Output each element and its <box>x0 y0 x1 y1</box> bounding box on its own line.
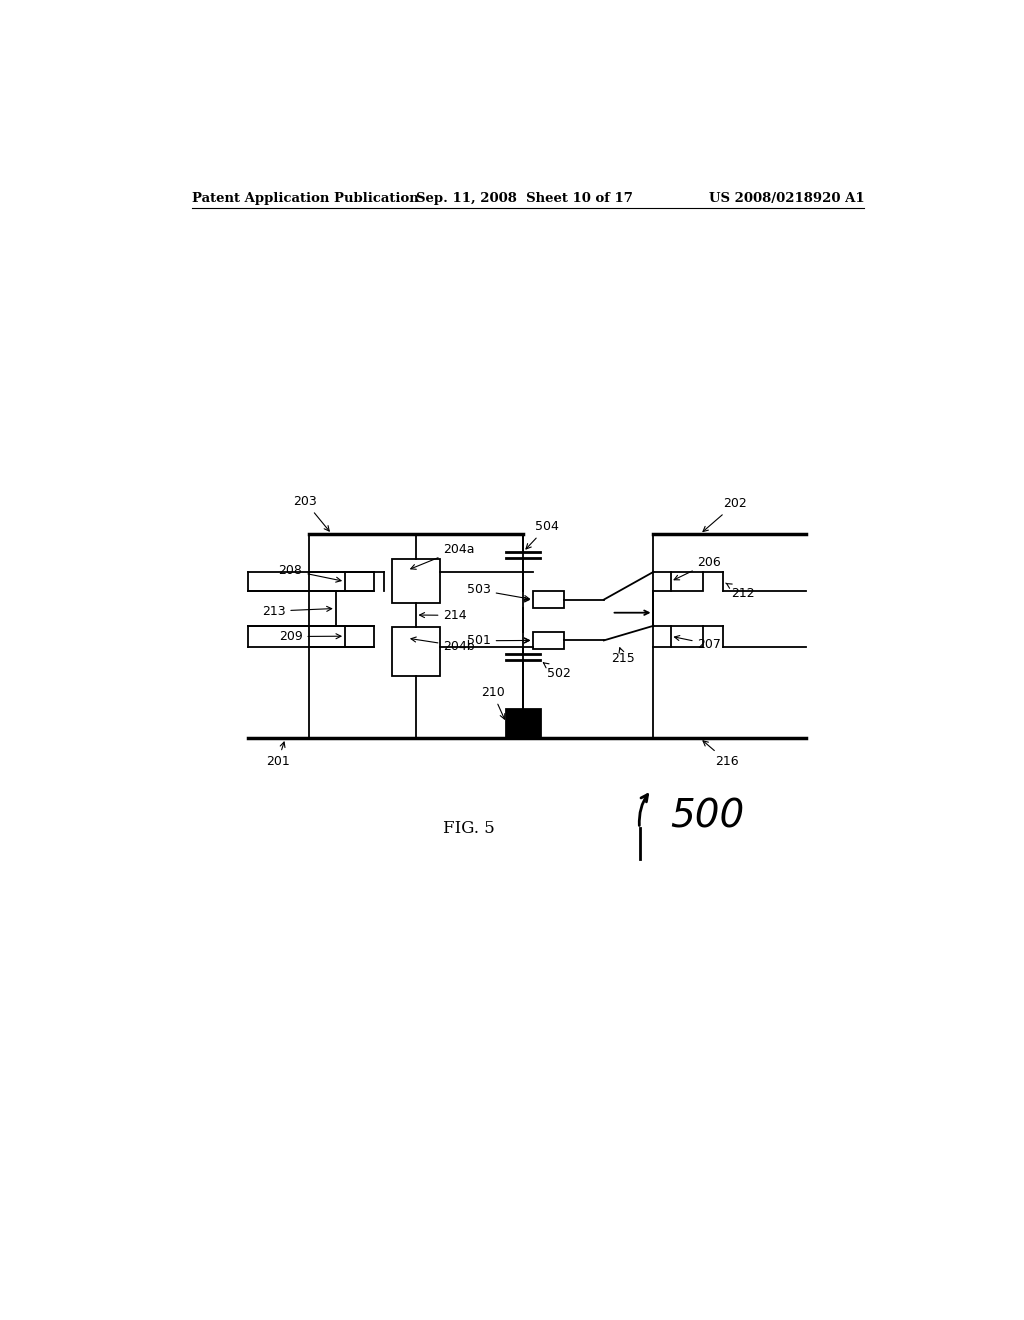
Text: 212: 212 <box>726 583 755 599</box>
Text: US 2008/0218920 A1: US 2008/0218920 A1 <box>709 191 864 205</box>
Text: 502: 502 <box>544 663 570 680</box>
Bar <box>534 591 564 609</box>
Text: 204a: 204a <box>411 543 475 569</box>
Text: 207: 207 <box>675 635 722 651</box>
Bar <box>506 709 541 738</box>
Bar <box>391 558 439 603</box>
Text: 500: 500 <box>671 797 744 836</box>
Bar <box>534 632 564 649</box>
Text: 214: 214 <box>420 609 467 622</box>
Bar <box>671 626 703 647</box>
Text: 209: 209 <box>279 630 341 643</box>
Text: 213: 213 <box>262 605 332 618</box>
Text: Patent Application Publication: Patent Application Publication <box>191 191 418 205</box>
Text: 504: 504 <box>526 520 559 549</box>
Text: 204b: 204b <box>411 638 475 652</box>
Bar <box>345 572 375 591</box>
Text: FIG. 5: FIG. 5 <box>443 820 495 837</box>
Text: 208: 208 <box>279 564 341 582</box>
Bar <box>391 627 439 676</box>
Text: Sep. 11, 2008  Sheet 10 of 17: Sep. 11, 2008 Sheet 10 of 17 <box>417 191 633 205</box>
Bar <box>345 626 375 647</box>
Text: 201: 201 <box>266 742 290 768</box>
Text: 202: 202 <box>703 498 746 532</box>
Text: 216: 216 <box>703 741 739 768</box>
Bar <box>671 572 703 591</box>
Text: 203: 203 <box>293 495 330 531</box>
Text: 501: 501 <box>467 635 529 647</box>
Text: 206: 206 <box>674 556 721 579</box>
Text: 210: 210 <box>480 686 505 719</box>
Text: 215: 215 <box>611 648 635 665</box>
Text: 503: 503 <box>467 583 529 601</box>
